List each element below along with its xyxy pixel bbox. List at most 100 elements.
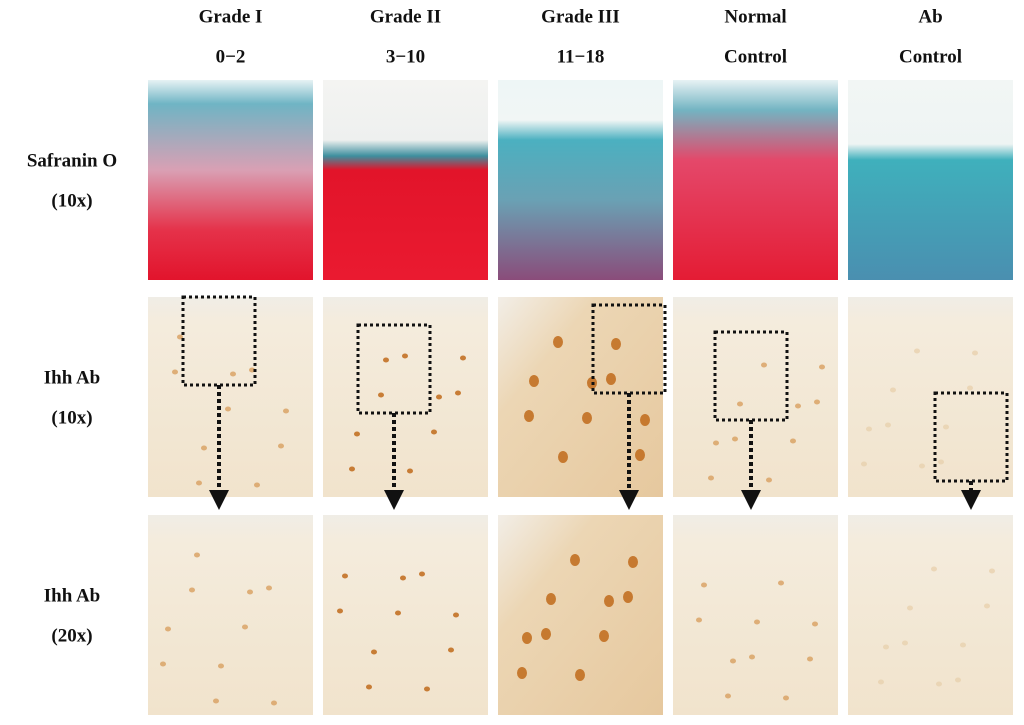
stained-cell	[936, 681, 942, 687]
stained-cell	[366, 684, 372, 690]
stained-cell	[460, 355, 466, 361]
stained-cell	[701, 582, 707, 588]
column-header: Grade III	[541, 6, 620, 27]
stained-cell	[160, 661, 166, 667]
column-subheader: 11−18	[557, 46, 605, 67]
zoom-box	[933, 391, 1009, 483]
stained-cell	[814, 399, 820, 405]
stained-cell	[725, 693, 731, 699]
column-subheader: 0−2	[216, 46, 246, 67]
micrograph	[673, 297, 838, 497]
zoom-box	[713, 330, 789, 422]
stained-cell	[455, 390, 461, 396]
stained-cell	[790, 438, 796, 444]
micrograph	[148, 515, 313, 715]
column-subheader: Control	[724, 46, 787, 67]
stained-cell	[730, 658, 736, 664]
stained-cell	[196, 480, 202, 486]
row-sublabel: (10x)	[51, 190, 92, 211]
stained-cell	[254, 482, 260, 488]
stained-cell	[424, 686, 430, 692]
stained-cell	[931, 566, 937, 572]
stained-cell	[754, 619, 760, 625]
stained-cell	[861, 461, 867, 467]
micrograph	[673, 515, 838, 715]
stained-cell	[283, 408, 289, 414]
stained-cell	[866, 426, 872, 432]
micrograph	[848, 80, 1013, 280]
stained-cell	[807, 656, 813, 662]
stained-cell	[778, 580, 784, 586]
stained-cell	[546, 593, 556, 605]
stained-cell	[732, 436, 738, 442]
stained-cell	[453, 612, 459, 618]
micrograph	[848, 297, 1013, 497]
stained-cell	[278, 443, 284, 449]
row-label: Ihh Ab	[44, 585, 101, 606]
micrograph	[323, 80, 488, 280]
stained-cell	[599, 630, 609, 642]
stained-cell	[713, 440, 719, 446]
stained-cell	[919, 463, 925, 469]
stained-cell	[337, 608, 343, 614]
micrograph	[148, 80, 313, 280]
stained-cell	[419, 571, 425, 577]
stained-cell	[611, 338, 621, 350]
stained-cell	[960, 642, 966, 648]
stained-cell	[189, 587, 195, 593]
row-label: Ihh Ab	[44, 367, 101, 388]
stained-cell	[984, 603, 990, 609]
zoom-box	[181, 295, 257, 387]
stained-cell	[524, 410, 534, 422]
stained-cell	[407, 468, 413, 474]
zoom-box	[356, 323, 432, 415]
micrograph	[323, 515, 488, 715]
stained-cell	[242, 624, 248, 630]
stained-cell	[342, 573, 348, 579]
stained-cell	[783, 695, 789, 701]
stained-cell	[606, 373, 616, 385]
stained-cell	[955, 677, 961, 683]
stained-cell	[890, 387, 896, 393]
stained-cell	[635, 449, 645, 461]
stained-cell	[165, 626, 171, 632]
column-subheader: Control	[899, 46, 962, 67]
column-header: Grade II	[370, 6, 441, 27]
micrograph	[848, 515, 1013, 715]
stained-cell	[575, 669, 585, 681]
micrograph	[498, 515, 663, 715]
stained-cell	[907, 605, 913, 611]
micrograph	[323, 297, 488, 497]
stained-cell	[696, 617, 702, 623]
stained-cell	[628, 556, 638, 568]
stained-cell	[558, 451, 568, 463]
stained-cell	[570, 554, 580, 566]
stained-cell	[230, 371, 236, 377]
stained-cell	[749, 654, 755, 660]
column-header: Normal	[724, 6, 786, 27]
stained-cell	[349, 466, 355, 472]
row-sublabel: (20x)	[51, 625, 92, 646]
stained-cell	[194, 552, 200, 558]
stained-cell	[708, 475, 714, 481]
stained-cell	[436, 394, 442, 400]
stained-cell	[400, 575, 406, 581]
stained-cell	[989, 568, 995, 574]
stained-cell	[529, 375, 539, 387]
stained-cell	[938, 459, 944, 465]
stained-cell	[582, 412, 592, 424]
stained-cell	[943, 424, 949, 430]
column-header: Ab	[918, 6, 942, 27]
stained-cell	[201, 445, 207, 451]
stained-cell	[225, 406, 231, 412]
stained-cell	[914, 348, 920, 354]
stained-cell	[522, 632, 532, 644]
micrograph	[673, 80, 838, 280]
stained-cell	[431, 429, 437, 435]
stained-cell	[218, 663, 224, 669]
stained-cell	[395, 610, 401, 616]
stained-cell	[266, 585, 272, 591]
stained-cell	[737, 401, 743, 407]
stained-cell	[795, 403, 801, 409]
